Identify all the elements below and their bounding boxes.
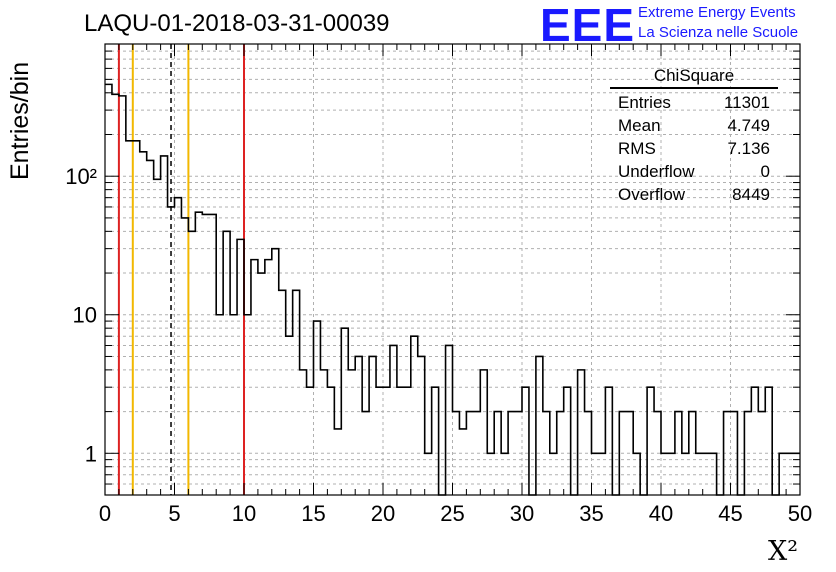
stats-row-overflow: Overflow 8449 [610,183,778,206]
stats-label: RMS [618,139,656,158]
x-tick-label: 30 [510,501,534,526]
chart-title: LAQU-01-2018-03-31-00039 [84,10,390,37]
stats-value: 4.749 [727,116,770,135]
stats-row-mean: Mean 4.749 [610,114,778,137]
stats-box: ChiSquare Entries 11301 Mean 4.749 RMS 7… [610,66,778,206]
x-tick-label: 35 [579,501,603,526]
y-axis-label-wrap: Entries/bin [6,62,36,210]
x-tick-label: 0 [99,501,111,526]
x-axis-label: X² [768,536,799,567]
x-tick-label: 15 [301,501,325,526]
x-tick-label: 40 [649,501,673,526]
plot-area [105,44,800,495]
stats-label: Entries [618,93,671,112]
stats-label: Mean [618,116,661,135]
x-tick-label: 20 [371,501,395,526]
y-tick-label: 10² [65,164,97,189]
x-tick-label: 50 [788,501,812,526]
y-tick-label: 1 [85,441,97,466]
stats-label: Overflow [618,185,686,204]
x-tick-label: 10 [232,501,256,526]
x-tick-label: 5 [168,501,180,526]
logo-line-1: Extreme Energy Events [638,4,796,21]
x-tick-label: 25 [440,501,464,526]
stats-value: 0 [760,162,770,181]
x-tick-label: 45 [718,501,742,526]
stats-row-entries: Entries 11301 [610,91,778,114]
eee-logo: EEE [540,0,636,51]
y-axis-label: Entries/bin [6,61,34,180]
stats-row-underflow: Underflow 0 [610,160,778,183]
stats-value: 11301 [723,93,770,112]
stats-row-rms: RMS 7.136 [610,137,778,160]
y-tick-label: 10 [73,303,97,328]
stats-value: 7.136 [727,139,770,158]
stats-box-title: ChiSquare [610,66,778,89]
logo-line-2: La Scienza nelle Scuole [638,24,799,41]
stats-value: 8449 [732,185,770,204]
stats-label: Underflow [618,162,695,181]
